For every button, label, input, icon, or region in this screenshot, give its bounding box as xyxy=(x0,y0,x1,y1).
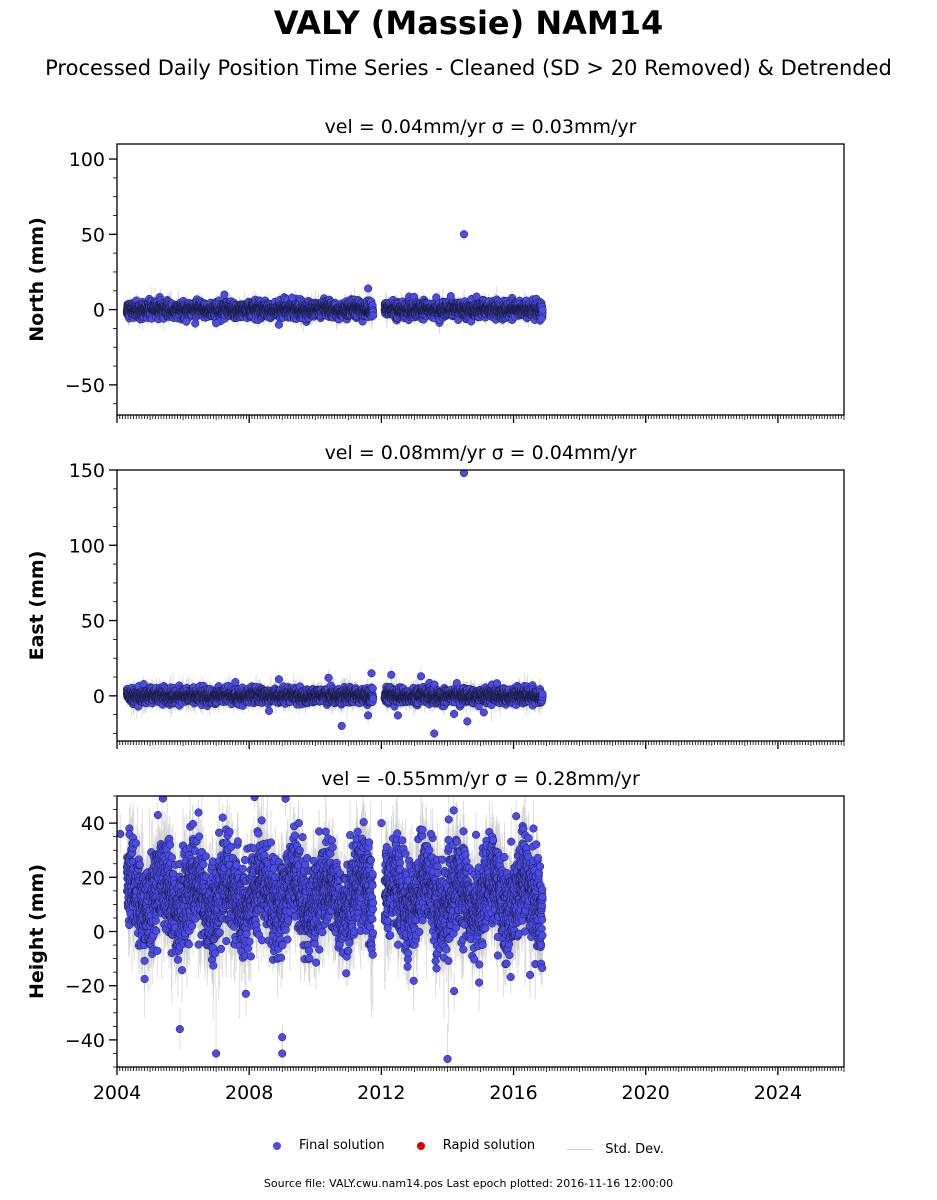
north-final-solution-points xyxy=(122,230,547,329)
subtitle: Processed Daily Position Time Series - C… xyxy=(0,56,937,80)
main-title: VALY (Massie) NAM14 xyxy=(0,4,937,42)
north-plot-area xyxy=(122,227,547,334)
